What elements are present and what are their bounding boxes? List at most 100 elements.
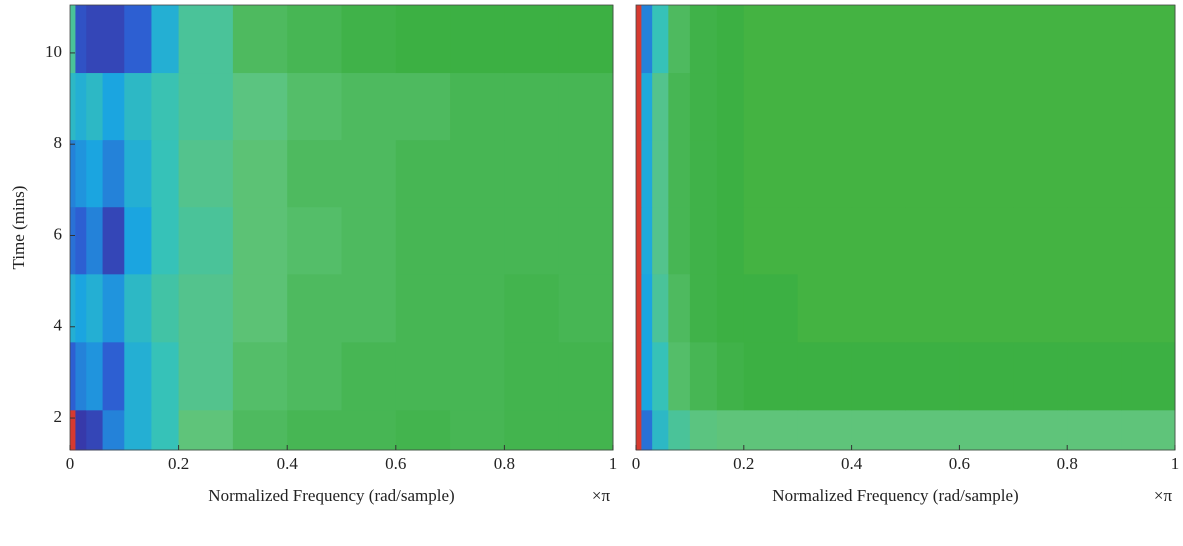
heatmap-cell — [70, 409, 76, 451]
heatmap-cell — [851, 409, 906, 451]
heatmap-cell — [102, 409, 125, 451]
heatmap-cell — [232, 139, 288, 208]
heatmap-cell — [743, 341, 799, 411]
heatmap-cell — [716, 5, 745, 74]
x-tick-label: 1 — [1171, 454, 1180, 473]
heatmap-cell — [86, 5, 104, 74]
x-tick-label: 0 — [66, 454, 75, 473]
heatmap-cell — [504, 206, 560, 275]
heatmap-cell — [178, 341, 234, 411]
x-axis-label: Normalized Frequency (rad/sample) — [772, 486, 1018, 505]
heatmap-cell — [641, 139, 653, 208]
y-tick-label: 2 — [54, 407, 63, 426]
heatmap-cell — [124, 139, 152, 208]
heatmap-cell — [905, 72, 960, 141]
heatmap-cell — [102, 273, 125, 343]
heatmap-cell — [636, 273, 642, 343]
heatmap-cell — [70, 206, 76, 275]
heatmap-cell — [652, 409, 669, 451]
heatmap-cell — [652, 273, 669, 343]
heatmap-cell — [558, 139, 614, 208]
heatmap-cell — [75, 139, 87, 208]
heatmap-cell — [86, 341, 104, 411]
heatmap-cell — [86, 206, 104, 275]
heatmap-cell — [689, 5, 718, 74]
heatmap-cell — [558, 5, 614, 74]
heatmap-cell — [70, 139, 76, 208]
heatmap-cell — [689, 341, 718, 411]
heatmap-cell — [341, 5, 397, 74]
heatmap-cell — [178, 273, 234, 343]
heatmap-cell — [450, 341, 505, 411]
heatmap-cell — [232, 341, 288, 411]
y-tick-label: 10 — [45, 42, 62, 61]
heatmap-cell — [341, 139, 397, 208]
x-tick-label: 0.2 — [168, 454, 189, 473]
heatmap-cell — [151, 139, 180, 208]
heatmap-cell — [905, 341, 960, 411]
heatmap-cell — [232, 273, 288, 343]
heatmap-cell — [641, 341, 653, 411]
heatmap-cell — [636, 206, 642, 275]
heatmap-cell — [905, 409, 960, 451]
heatmap-cell — [1013, 139, 1068, 208]
heatmap-cell — [178, 5, 234, 74]
heatmap-cell — [287, 139, 342, 208]
x-axis-unit: ×π — [592, 486, 611, 505]
heatmap-cell — [1067, 206, 1122, 275]
heatmap-cell — [668, 341, 691, 411]
heatmap-cell — [716, 341, 745, 411]
heatmap-cell — [102, 5, 125, 74]
x-tick-label: 0.8 — [494, 454, 515, 473]
heatmap-cell — [102, 341, 125, 411]
y-axis-label: Time (mins) — [9, 186, 28, 270]
heatmap-cell — [743, 72, 799, 141]
heatmap-cell — [668, 206, 691, 275]
heatmap-cell — [797, 409, 853, 451]
heatmap-cell — [668, 273, 691, 343]
heatmap-cell — [232, 5, 288, 74]
heatmap-cell — [70, 341, 76, 411]
heatmap-cell — [797, 273, 853, 343]
heatmap-cell — [959, 5, 1014, 74]
heatmap-cell — [395, 341, 451, 411]
heatmap-cell — [1067, 72, 1122, 141]
heatmap-cell — [851, 139, 906, 208]
heatmap-cell — [1067, 273, 1122, 343]
heatmap-cell — [558, 72, 614, 141]
heatmap-cell — [86, 72, 104, 141]
heatmap-cell — [124, 409, 152, 451]
heatmap-cell — [151, 341, 180, 411]
x-tick-label: 1 — [609, 454, 618, 473]
heatmap-cell — [652, 341, 669, 411]
heatmap-cell — [905, 139, 960, 208]
heatmap-cell — [905, 273, 960, 343]
heatmap-cell — [124, 72, 152, 141]
heatmap-cell — [124, 341, 152, 411]
heatmap-cell — [716, 206, 745, 275]
heatmap-cell — [341, 206, 397, 275]
heatmap-cell — [1013, 409, 1068, 451]
heatmap-cell — [716, 139, 745, 208]
heatmap-cell — [75, 5, 87, 74]
heatmap-cell — [558, 273, 614, 343]
heatmap-cell — [668, 139, 691, 208]
heatmap-cell — [504, 341, 560, 411]
heatmap-cell — [232, 72, 288, 141]
heatmap-cell — [86, 409, 104, 451]
heatmap-cell — [86, 139, 104, 208]
heatmap-cell — [341, 273, 397, 343]
x-tick-label: 0.6 — [385, 454, 406, 473]
heatmap-cell — [151, 5, 180, 74]
heatmap-cell — [743, 273, 799, 343]
heatmap-cell — [558, 206, 614, 275]
x-tick-label: 0.8 — [1057, 454, 1078, 473]
heatmap-cell — [558, 341, 614, 411]
heatmap-cell — [689, 273, 718, 343]
heatmap-cell — [743, 139, 799, 208]
heatmap-cell — [395, 206, 451, 275]
heatmap-cell — [851, 341, 906, 411]
heatmap-cell — [450, 206, 505, 275]
heatmap-cell — [70, 72, 76, 141]
x-tick-label: 0.6 — [949, 454, 970, 473]
